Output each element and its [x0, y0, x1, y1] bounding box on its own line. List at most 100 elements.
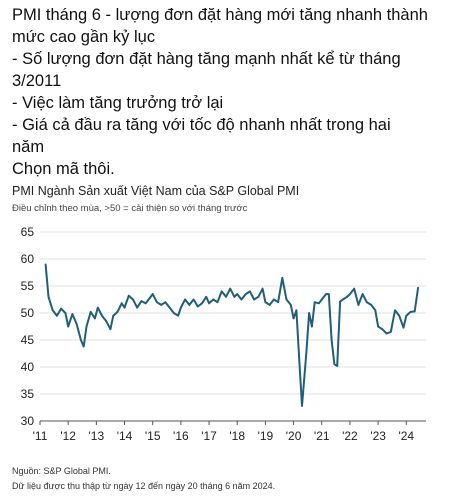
data-point	[295, 309, 298, 312]
data-point	[394, 309, 396, 312]
chart-title: PMI Ngành Sản xuất Việt Nam của S&P Glob…	[12, 184, 300, 198]
data-point	[272, 298, 275, 301]
x-tick-label: '19	[258, 429, 274, 443]
x-tick-label: '20	[286, 429, 302, 443]
data-point	[308, 312, 310, 314]
data-point	[188, 304, 191, 306]
x-tick-label: '15	[145, 429, 161, 443]
x-tick-label: '12	[60, 429, 76, 443]
data-point	[261, 287, 264, 290]
data-point	[151, 293, 154, 295]
data-point	[208, 302, 210, 305]
data-point	[51, 309, 54, 312]
data-point	[298, 358, 301, 360]
data-point	[377, 325, 380, 328]
x-tick-label: '11	[33, 429, 48, 443]
data-point	[47, 295, 50, 298]
data-point	[339, 300, 341, 303]
data-point	[389, 331, 392, 333]
data-point	[398, 314, 401, 317]
data-point	[112, 314, 115, 317]
data-point	[341, 298, 344, 301]
y-tick-label: 35	[21, 387, 35, 401]
post-line: năm	[12, 138, 45, 156]
data-point	[310, 325, 313, 328]
data-point	[120, 302, 123, 305]
x-tick-label: '13	[89, 429, 105, 443]
data-point	[330, 339, 333, 341]
data-point	[357, 304, 360, 306]
y-tick-label: 40	[21, 360, 35, 374]
data-point	[277, 301, 279, 304]
chart-source: Nguồn: S&P Global PMI.	[12, 466, 111, 476]
post-line: Chọn mã thôi.	[12, 160, 115, 178]
data-point	[349, 293, 351, 295]
data-point	[320, 298, 323, 301]
data-point	[184, 298, 187, 301]
data-point	[405, 314, 408, 317]
data-point	[140, 300, 143, 303]
data-point	[257, 295, 260, 298]
data-point	[64, 312, 67, 314]
post-line: 3/2011	[12, 72, 62, 90]
post-line: PMI tháng 6 - lượng đơn đặt hàng mới tăn…	[12, 6, 428, 24]
y-tick-label: 60	[21, 252, 35, 266]
post-line: mức cao gần kỷ lục	[12, 28, 156, 46]
x-tick-label: '14	[117, 429, 133, 443]
data-point	[127, 294, 130, 297]
x-tick-label: '16	[173, 429, 189, 443]
data-point	[281, 277, 284, 279]
data-point	[94, 317, 96, 320]
data-point	[201, 302, 203, 305]
data-point	[60, 307, 63, 310]
x-tick-label: '21	[314, 429, 330, 443]
data-point	[177, 314, 179, 317]
chart-subtitle: Điều chỉnh theo mùa, >50 = cải thiện so …	[12, 203, 248, 214]
grid-layer	[40, 231, 426, 422]
data-point	[318, 302, 320, 305]
data-point	[285, 298, 288, 301]
data-point	[361, 293, 364, 295]
x-tick-label: '18	[229, 429, 245, 443]
data-point	[67, 325, 70, 328]
data-point	[192, 298, 195, 301]
data-point	[253, 298, 256, 301]
data-point	[313, 301, 316, 304]
data-point	[160, 304, 163, 306]
y-tick-label: 65	[21, 225, 35, 239]
data-point	[56, 314, 58, 317]
data-point	[148, 296, 151, 299]
series-layer	[44, 263, 420, 407]
data-point	[381, 328, 384, 331]
data-point	[168, 306, 171, 309]
data-point	[132, 298, 134, 301]
post-text: PMI tháng 6 - lượng đơn đặt hàng mới tăn…	[12, 4, 462, 180]
data-point	[179, 306, 182, 309]
post-line: - Việc làm tăng trưởng trở lại	[12, 94, 224, 112]
data-point	[229, 287, 232, 290]
data-point	[85, 325, 88, 328]
data-point	[233, 295, 236, 298]
data-point	[105, 320, 108, 322]
data-point	[220, 290, 223, 293]
x-tick-label: '17	[201, 429, 217, 443]
axis-layer: 30 35 40 45 50 55 60 65 '11 '12 '13 '14 '15 '16 '17 '18…	[21, 225, 415, 443]
data-point	[289, 304, 292, 306]
data-point	[240, 298, 243, 301]
x-tick-label: '24	[398, 429, 414, 443]
data-point	[75, 322, 78, 325]
data-point	[216, 301, 219, 304]
data-point	[101, 314, 103, 317]
data-point	[305, 352, 308, 355]
y-tick-label: 45	[21, 333, 35, 347]
data-point	[82, 345, 85, 348]
data-point	[268, 304, 271, 306]
data-point	[409, 311, 412, 313]
data-point	[264, 301, 267, 304]
data-point	[325, 293, 327, 295]
data-point	[413, 310, 416, 313]
data-point	[374, 309, 377, 312]
data-point	[116, 311, 119, 313]
data-point	[71, 313, 74, 315]
